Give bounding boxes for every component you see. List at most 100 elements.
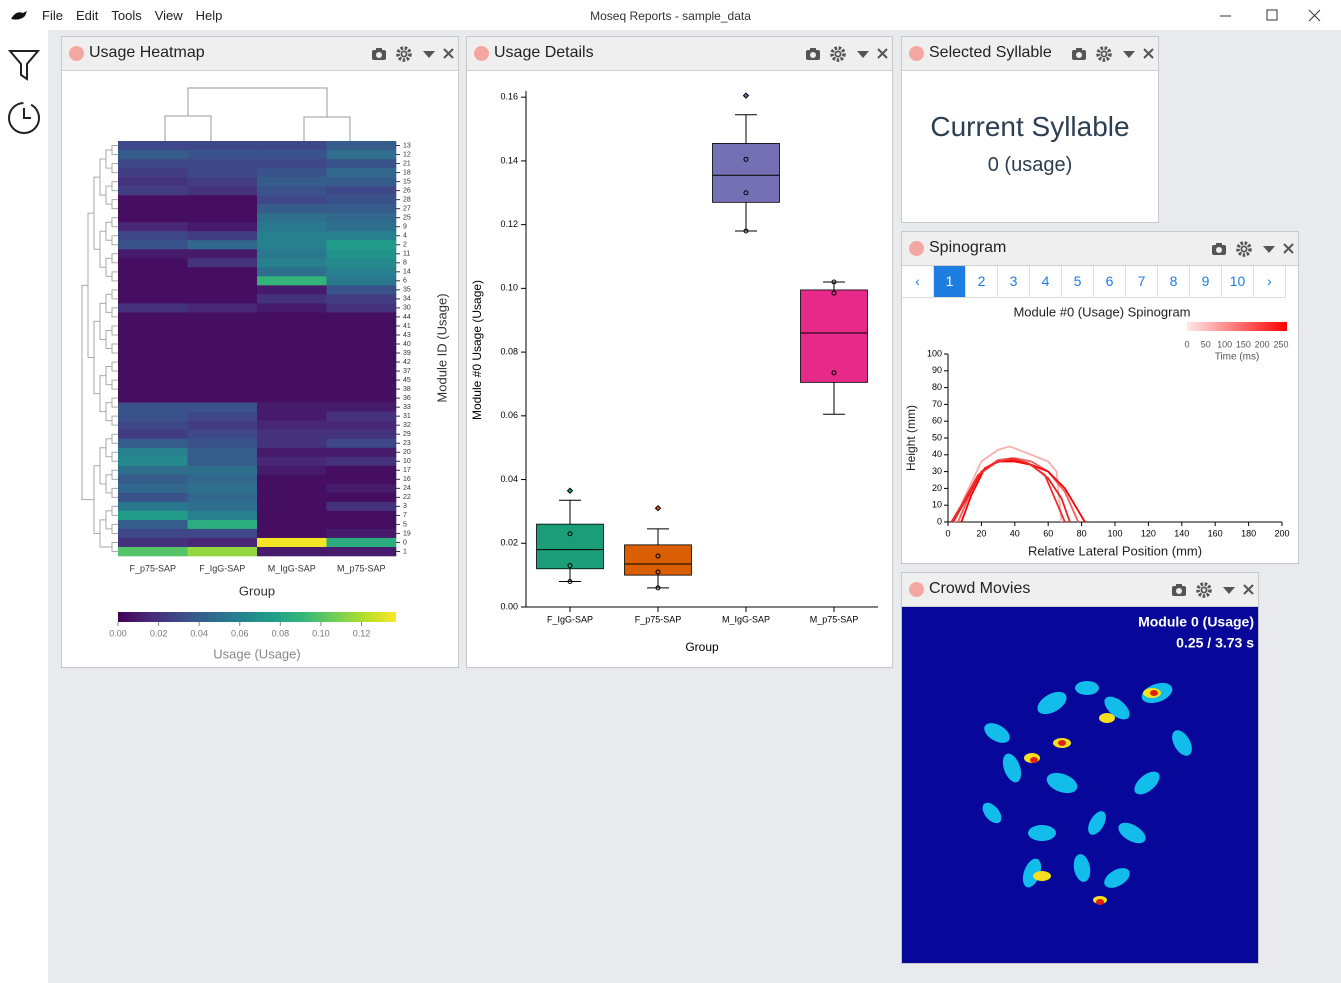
heatmap-cell [187, 384, 258, 394]
dendrogram [111, 379, 118, 390]
heatmap-cell [326, 357, 397, 367]
menu-item[interactable]: Help [195, 8, 223, 23]
page-button[interactable]: 2 [966, 266, 998, 297]
heatmap-cell [118, 438, 188, 449]
panel-icons[interactable] [804, 45, 888, 63]
page-button[interactable]: 3 [998, 266, 1030, 297]
row-label: 16 [403, 476, 411, 483]
heatmap-cell [326, 429, 397, 440]
row-label: 29 [403, 431, 411, 438]
y-axis-label: Height (mm) [904, 405, 918, 471]
heatmap-cell [257, 267, 327, 277]
crowd-panel: Crowd Movies Module 0 (Usage) 0.25 / 3.7… [901, 572, 1259, 964]
heatmap-cell [187, 294, 258, 304]
heatmap-cell [326, 366, 397, 376]
y-tick-label: 0.14 [500, 155, 518, 165]
panel-icons[interactable] [370, 45, 454, 63]
heatmap-cell [118, 204, 188, 214]
page-button[interactable]: 10 [1222, 266, 1254, 297]
y-tick-label: 0.00 [500, 601, 518, 611]
y-tick-label: 0.16 [500, 92, 518, 102]
page-button[interactable]: 4 [1030, 266, 1062, 297]
heatmap-cell [326, 402, 397, 412]
details-panel: Usage Details 0.00 0.02 0.04 0.06 0.08 0.10 0.… [466, 36, 893, 668]
heatmap-cell [118, 474, 188, 485]
dendrogram [105, 293, 112, 313]
heatmap-cell [187, 402, 258, 412]
heatmap-cell [187, 447, 258, 458]
heatmap-cell [257, 141, 327, 151]
page-button[interactable]: 7 [1126, 266, 1158, 297]
menu-item[interactable]: File [42, 8, 63, 23]
heatmap-cell [118, 519, 188, 530]
heatmap-cell [326, 258, 397, 268]
row-label: 32 [403, 422, 411, 429]
dendrogram [99, 302, 106, 340]
page-button[interactable]: 9 [1190, 266, 1222, 297]
menu-item[interactable]: View [154, 8, 183, 23]
panel-icons[interactable] [1170, 581, 1254, 599]
row-label: 19 [403, 530, 411, 537]
page-button[interactable]: 6 [1094, 266, 1126, 297]
x-tick-label: F_IgG-SAP [547, 614, 593, 624]
colorbar-label: Usage (Usage) [213, 646, 300, 661]
data-point [655, 569, 661, 575]
row-label: 14 [403, 269, 411, 276]
heatmap-cell [257, 213, 327, 223]
heatmap-cell [187, 141, 258, 151]
heatmap-cell [257, 159, 327, 169]
heatmap-cell [257, 429, 327, 440]
heatmap-cell [326, 303, 397, 313]
heatmap-cell [118, 177, 188, 187]
panel-icons[interactable] [1070, 45, 1154, 63]
heatmap-cell [118, 528, 188, 539]
colorbar-tick-label: 0.06 [231, 628, 249, 638]
x-tick-label: 160 [1208, 528, 1223, 538]
heatmap-cell [118, 339, 188, 349]
data-point [743, 156, 749, 162]
row-label: 12 [403, 151, 411, 158]
dendrogram [111, 307, 118, 318]
heatmap-cell [118, 222, 188, 232]
menu-item[interactable]: Edit [75, 8, 99, 23]
page-button[interactable]: 8 [1158, 266, 1190, 297]
panel-icons[interactable] [1210, 240, 1294, 258]
x-tick-label: 140 [1174, 528, 1189, 538]
heatmap-cell [326, 330, 397, 340]
x-tick-label: 60 [1043, 528, 1053, 538]
row-label: 17 [403, 467, 411, 474]
heatmap-cell [326, 177, 397, 187]
heatmap-cell [326, 537, 397, 548]
row-label: 42 [403, 359, 411, 366]
row-label: 2 [403, 242, 407, 249]
dendrogram [111, 433, 118, 444]
colorbar-tick-label: 0.02 [150, 628, 168, 638]
window-controls[interactable] [1210, 6, 1335, 26]
x-tick-label: M_IgG-SAP [268, 563, 316, 573]
heatmap-cell [257, 393, 327, 403]
heatmap-cell [187, 357, 258, 367]
colorbar-tick-label: 0.10 [312, 628, 330, 638]
heatmap-cell [326, 276, 397, 286]
page-button[interactable]: 5 [1062, 266, 1094, 297]
page-button[interactable]: 1 [934, 266, 966, 297]
dendrogram [105, 510, 112, 530]
page-button[interactable]: › [1254, 266, 1286, 297]
page-button[interactable]: ‹ [902, 266, 934, 297]
heatmap-cell [187, 474, 258, 485]
row-label: 7 [403, 512, 407, 519]
heatmap-cell [257, 528, 327, 539]
menu-item[interactable]: Tools [111, 8, 142, 23]
sidebar-icons[interactable] [0, 30, 48, 150]
heatmap-cell [187, 420, 258, 430]
heatmap-cell [257, 330, 327, 340]
heatmap-cell [187, 375, 258, 385]
heatmap-cell [118, 393, 188, 403]
heatmap-cell [326, 456, 397, 467]
row-label: 26 [403, 187, 411, 194]
heatmap-cell [326, 474, 397, 485]
data-point [743, 190, 749, 196]
panel-header: Crowd Movies [902, 573, 1258, 607]
dendrogram [99, 230, 106, 268]
